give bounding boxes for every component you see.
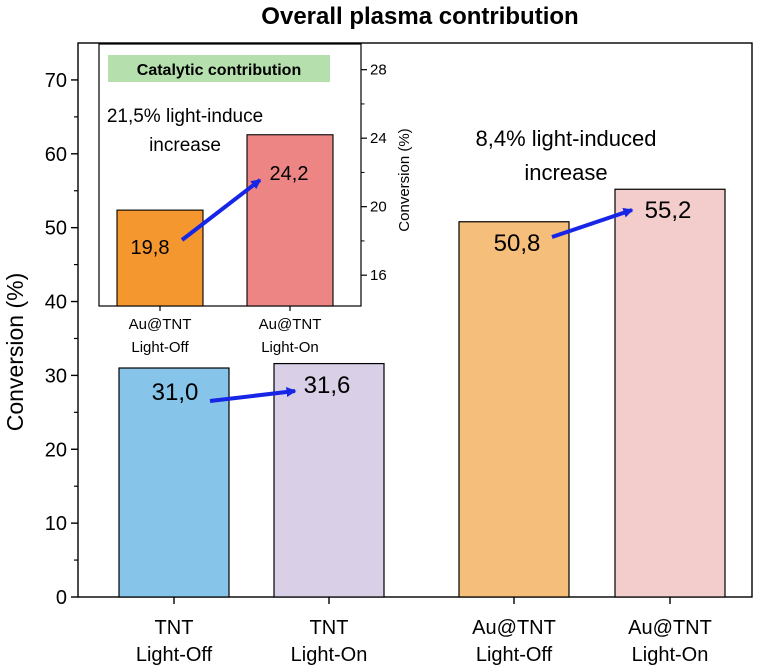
inset-annotation: increase bbox=[149, 135, 221, 156]
main-y-tick-label: 70 bbox=[45, 70, 67, 92]
main-x-tick-label: Light-On bbox=[632, 644, 709, 666]
inset-y-tick-label: 16 bbox=[370, 267, 387, 284]
main-y-axis-label: Conversion (%) bbox=[2, 273, 28, 432]
inset-data-label: 19,8 bbox=[131, 237, 170, 259]
inset-bar bbox=[246, 134, 334, 307]
inset-y-tick-label: 24 bbox=[370, 130, 387, 147]
inset-x-tick-label: Au@TNT bbox=[259, 316, 322, 333]
inset-title: Catalytic contribution bbox=[137, 62, 301, 79]
main-bar bbox=[458, 221, 570, 598]
inset-annotation: 21,5% light-induce bbox=[107, 106, 263, 127]
main-y-tick-label: 40 bbox=[45, 292, 67, 314]
main-y-tick-label: 10 bbox=[45, 513, 67, 535]
main-arrow bbox=[551, 207, 634, 239]
main-x-tick-label: TNT bbox=[155, 617, 194, 639]
main-x-tick-label: Au@TNT bbox=[472, 617, 556, 639]
main-y-tick-label: 20 bbox=[45, 439, 67, 461]
inset-plot-frame bbox=[98, 43, 362, 307]
main-data-label: 50,8 bbox=[494, 230, 541, 257]
main-data-label: 55,2 bbox=[645, 197, 692, 224]
main-arrow bbox=[209, 387, 297, 403]
main-bar bbox=[273, 362, 385, 598]
inset-title-badge bbox=[108, 55, 330, 82]
main-x-tick-label: Light-On bbox=[291, 644, 368, 666]
inset-data-label: 24,2 bbox=[270, 163, 309, 185]
main-data-label: 31,0 bbox=[152, 379, 199, 406]
inset-arrow bbox=[180, 178, 262, 242]
main-y-tick-label: 30 bbox=[45, 365, 67, 387]
main-annotation: 8,4% light-induced bbox=[475, 126, 656, 151]
main-y-tick-label: 60 bbox=[45, 144, 67, 166]
main-bar bbox=[614, 188, 726, 598]
inset-x-tick-label: Light-On bbox=[261, 339, 319, 356]
main-x-tick-label: Light-Off bbox=[136, 644, 213, 666]
main-x-tick-label: Au@TNT bbox=[628, 617, 712, 639]
main-x-tick-label: TNT bbox=[310, 617, 349, 639]
inset-background bbox=[88, 44, 388, 362]
main-y-tick-label: 50 bbox=[45, 218, 67, 240]
inset-y-tick-label: 20 bbox=[370, 199, 387, 216]
inset-bar bbox=[116, 209, 204, 307]
main-bar bbox=[118, 367, 230, 598]
inset-y-tick-label: 28 bbox=[370, 62, 387, 79]
main-y-tick-label: 0 bbox=[56, 587, 67, 609]
main-annotation: increase bbox=[524, 160, 607, 185]
inset-x-tick-label: Au@TNT bbox=[129, 316, 192, 333]
main-plot-frame bbox=[77, 42, 753, 598]
main-data-label: 31,6 bbox=[304, 372, 351, 399]
chart-title: Overall plasma contribution bbox=[261, 3, 578, 30]
inset-x-tick-label: Light-Off bbox=[131, 339, 189, 356]
inset-y-axis-label: Conversion (%) bbox=[396, 128, 413, 231]
main-x-tick-label: Light-Off bbox=[476, 644, 553, 666]
